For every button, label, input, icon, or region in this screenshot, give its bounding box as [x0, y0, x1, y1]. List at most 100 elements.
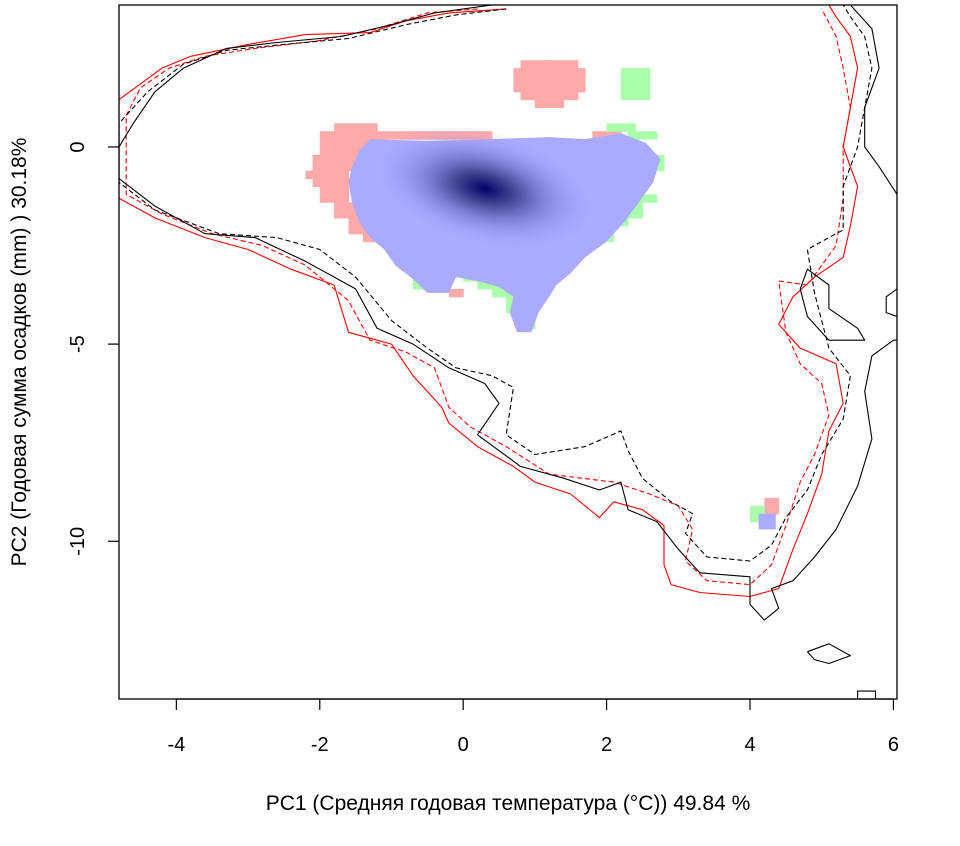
black-solid-contour-line — [849, 5, 897, 195]
region-cell — [534, 99, 550, 109]
black-dashed-contour-line — [119, 5, 873, 562]
region-cell — [334, 123, 349, 132]
red-solid-contour-line — [119, 5, 859, 598]
region-cell — [319, 186, 335, 195]
region-cell — [334, 131, 349, 140]
y-tick-label: -5 — [67, 335, 89, 353]
region-cell — [563, 60, 579, 69]
overlap-area — [758, 513, 776, 530]
region-cell — [520, 91, 536, 101]
region-cell — [750, 505, 765, 515]
region-cell — [362, 123, 378, 132]
region-cell — [513, 83, 529, 93]
region-cell — [348, 131, 364, 140]
region-cell — [334, 147, 349, 156]
black-solid-contour-line — [806, 643, 851, 665]
region-cell — [334, 139, 349, 148]
region-cell — [513, 68, 529, 77]
region-cell — [620, 91, 636, 101]
niche-regions — [305, 60, 780, 530]
region-cell — [477, 281, 493, 290]
region-cell — [362, 131, 378, 140]
black-solid-contour-line — [885, 288, 897, 318]
region-cell — [334, 210, 349, 219]
region-cell — [556, 76, 572, 85]
region-cell — [635, 91, 651, 101]
x-axis-title: PC1 (Средняя годовая температура (°C)) 4… — [266, 792, 751, 815]
region-cell — [334, 202, 349, 211]
region-overlap — [348, 126, 661, 333]
x-axis: -4 -2 0 2 4 6 — [167, 698, 899, 756]
region-cell — [556, 68, 572, 77]
y-tick-label: 0 — [67, 141, 89, 152]
region-cell — [606, 123, 622, 132]
region-cell — [319, 147, 335, 156]
red-dashed-contour-line — [125, 8, 851, 586]
black-solid-contour-line — [857, 690, 877, 699]
region-cell — [348, 123, 364, 132]
x-tick-label: 0 — [458, 734, 469, 756]
x-tick-label: -4 — [167, 734, 185, 756]
region-cell — [534, 91, 550, 101]
region-cell — [334, 170, 349, 180]
x-tick-label: 6 — [888, 734, 899, 756]
region-cell — [348, 217, 364, 227]
region-cell — [319, 131, 335, 140]
region-cell — [635, 83, 651, 93]
environment-contours — [119, 5, 897, 699]
region-cell — [542, 76, 557, 85]
region-cell — [620, 68, 636, 77]
x-tick-label: 4 — [744, 734, 755, 756]
region-cell — [319, 194, 335, 203]
region-cell — [570, 83, 586, 93]
region-cell — [319, 170, 335, 180]
region-cell — [348, 225, 364, 235]
region-cell — [305, 170, 321, 180]
region-cell — [570, 76, 586, 85]
region-cell — [556, 83, 572, 93]
plot-frame — [118, 4, 898, 700]
region-cell — [534, 60, 550, 69]
region-cell — [348, 139, 364, 148]
region-cell — [312, 162, 328, 172]
region-cell — [642, 194, 658, 203]
region-cell — [491, 288, 507, 298]
region-cell — [312, 178, 328, 187]
region-overlap — [758, 513, 776, 530]
region-cell — [348, 147, 364, 156]
region-cell — [570, 68, 586, 77]
region-cell — [628, 210, 643, 219]
region-cell — [348, 210, 364, 219]
overlap-density-core — [372, 126, 597, 251]
region-cell — [362, 233, 378, 243]
region-cell — [628, 131, 643, 140]
region-cell — [563, 91, 579, 101]
region-cell — [334, 194, 349, 203]
y-axis-title: PC2 (Годовая сумма осадков (mm) ) 30.18% — [8, 138, 31, 567]
region-cell — [750, 513, 765, 523]
region-cell — [312, 154, 328, 164]
region-cell — [620, 76, 636, 85]
region-cell — [592, 131, 608, 140]
region-cell — [527, 68, 543, 77]
region-cell — [635, 76, 651, 85]
region-cell — [549, 91, 565, 101]
region-cell — [542, 83, 557, 93]
region-cell — [527, 83, 543, 93]
region-cell — [635, 68, 651, 77]
region-cell — [326, 154, 342, 164]
region-cell — [334, 186, 349, 195]
region-cell — [341, 162, 357, 172]
region-cell — [377, 131, 392, 140]
region-cell — [549, 60, 565, 69]
region-cell — [620, 123, 636, 132]
region-cell — [549, 99, 565, 109]
region-cell — [326, 162, 342, 172]
region-cell — [620, 83, 636, 93]
region-cell — [764, 505, 780, 515]
y-tick-label: -10 — [67, 527, 89, 556]
region-cell — [341, 154, 357, 164]
x-tick-label: -2 — [311, 734, 329, 756]
x-tick-label: 2 — [601, 734, 612, 756]
region-cell — [527, 76, 543, 85]
